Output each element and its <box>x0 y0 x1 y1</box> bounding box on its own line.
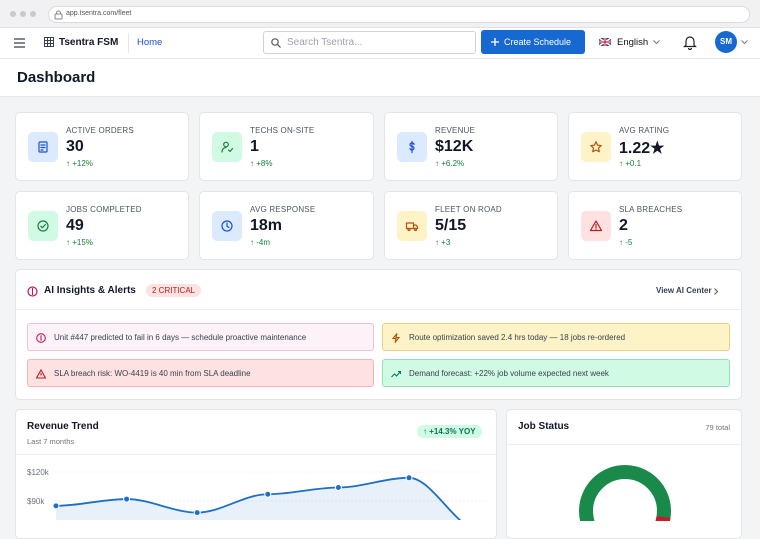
kpi-delta: ↑ +6.2% <box>435 159 465 168</box>
kpi-value: 30 <box>66 138 84 155</box>
kpi-card[interactable]: SLA BREACHES 2 ↑ -5 <box>568 191 742 260</box>
kpi-label: FLEET ON ROAD <box>435 205 502 214</box>
kpi-icon <box>28 211 58 241</box>
y-tick-label: $120k <box>27 468 50 477</box>
revenue-title: Revenue Trend <box>27 421 99 432</box>
kpi-label: JOBS COMPLETED <box>66 205 142 214</box>
point <box>334 483 342 491</box>
kpi-icon <box>397 132 427 162</box>
kpi-card[interactable]: REVENUE $12K ↑ +6.2% <box>384 112 558 181</box>
job-total: 79 total <box>705 423 730 432</box>
alert[interactable]: Unit #447 predicted to fail in 6 days — … <box>27 323 374 351</box>
kpi-value: 1 <box>250 138 259 155</box>
kpi-card[interactable]: FLEET ON ROAD 5/15 ↑ +3 <box>384 191 558 260</box>
kpi-icon <box>397 211 427 241</box>
menu[interactable] <box>14 38 25 48</box>
kpi-delta: ↑ -4m <box>250 238 270 247</box>
donut <box>579 465 671 521</box>
area <box>56 477 460 520</box>
revenue-card: Revenue Trend Last 7 months ↑ +14.3% YOY <box>15 409 497 539</box>
nav-home[interactable]: Home <box>137 37 163 48</box>
kpi-icon <box>581 132 611 162</box>
search[interactable]: Search Tsentra... <box>263 31 476 54</box>
point <box>264 490 272 498</box>
alert[interactable]: SLA breach risk: WO-4419 is 40 min from … <box>27 359 374 387</box>
kpi-label: AVG RATING <box>619 126 670 135</box>
kpi-delta: ↑ +3 <box>435 238 451 247</box>
kpi-delta: ↑ +8% <box>250 159 273 168</box>
kpi-delta: ↑ -5 <box>619 238 633 247</box>
create-button[interactable]: Create Schedule <box>481 30 585 54</box>
kpi-card[interactable]: JOBS COMPLETED 49 ↑ +15% <box>15 191 189 260</box>
url-bar[interactable]: app.tsentra.com/fleet <box>48 6 750 23</box>
kpi-label: AVG RESPONSE <box>250 205 316 214</box>
search-placeholder: Search Tsentra... <box>287 37 363 48</box>
point <box>405 474 413 482</box>
kpi-label: TECHS ON-SITE <box>250 126 315 135</box>
button-label: Create Schedule <box>504 37 572 47</box>
kpi-value: 2 <box>619 217 628 234</box>
alert[interactable]: Route optimization saved 2.4 hrs today —… <box>382 323 730 351</box>
language[interactable]: English <box>617 37 649 48</box>
url: app.tsentra.com/fleet <box>66 10 132 17</box>
kpi-card[interactable]: TECHS ON-SITE 1 ↑ +8% <box>199 112 374 181</box>
kpi-card[interactable]: AVG RATING 1.22★ ↑ +0.1 <box>568 112 742 181</box>
alert-text: Unit #447 predicted to fail in 6 days — … <box>54 332 307 342</box>
kpi-card[interactable]: ACTIVE ORDERS 30 ↑ +12% <box>15 112 189 181</box>
point <box>52 502 60 510</box>
page-title: Dashboard <box>17 69 96 86</box>
revenue-subtitle: Last 7 months <box>27 437 75 446</box>
point <box>193 509 201 517</box>
kpi-label: REVENUE <box>435 126 476 135</box>
view-link[interactable]: View AI Center <box>656 286 712 295</box>
revenue-chart: $120k $90k <box>27 468 485 520</box>
kpi-icon <box>581 211 611 241</box>
kpi-icon <box>212 132 242 162</box>
alert-text: SLA breach risk: WO-4419 is 40 min from … <box>54 368 251 378</box>
yoy-badge: ↑ +14.3% YOY <box>417 425 482 438</box>
alert-text: Route optimization saved 2.4 hrs today —… <box>409 332 626 342</box>
browser-bar: app.tsentra.com/fleet <box>0 0 760 28</box>
insights-title: AI Insights & Alerts <box>44 285 136 296</box>
kpi-delta: ↑ +12% <box>66 159 93 168</box>
alert-text: Demand forecast: +22% job volume expecte… <box>409 368 609 378</box>
point <box>123 495 131 503</box>
kpi-label: SLA BREACHES <box>619 205 683 214</box>
brand: Tsentra FSM <box>59 37 119 48</box>
kpi-icon <box>28 132 58 162</box>
notifications[interactable] <box>683 34 697 50</box>
job-status-card: Job Status 79 total <box>506 409 742 539</box>
kpi-value: 18m <box>250 217 283 234</box>
critical-badge: 2 CRITICAL <box>146 284 202 297</box>
kpi-value: 1.22★ <box>619 140 665 157</box>
job-status-title: Job Status <box>518 421 570 432</box>
title-bar: Dashboard <box>0 59 760 97</box>
y-tick-label: $90k <box>27 497 45 506</box>
kpi-delta: ↑ +0.1 <box>619 159 642 168</box>
kpi-label: ACTIVE ORDERS <box>66 126 134 135</box>
kpi-value: 5/15 <box>435 217 467 234</box>
kpi-icon <box>212 211 242 241</box>
kpi-card[interactable]: AVG RESPONSE 18m ↑ -4m <box>199 191 374 260</box>
avatar[interactable]: SM <box>715 31 737 53</box>
kpi-delta: ↑ +15% <box>66 238 93 247</box>
app-header: Tsentra FSM Home Search Tsentra... Creat… <box>0 28 760 59</box>
kpi-value: 49 <box>66 217 84 234</box>
kpi-value: $12K <box>435 138 474 155</box>
alert[interactable]: Demand forecast: +22% job volume expecte… <box>382 359 730 387</box>
